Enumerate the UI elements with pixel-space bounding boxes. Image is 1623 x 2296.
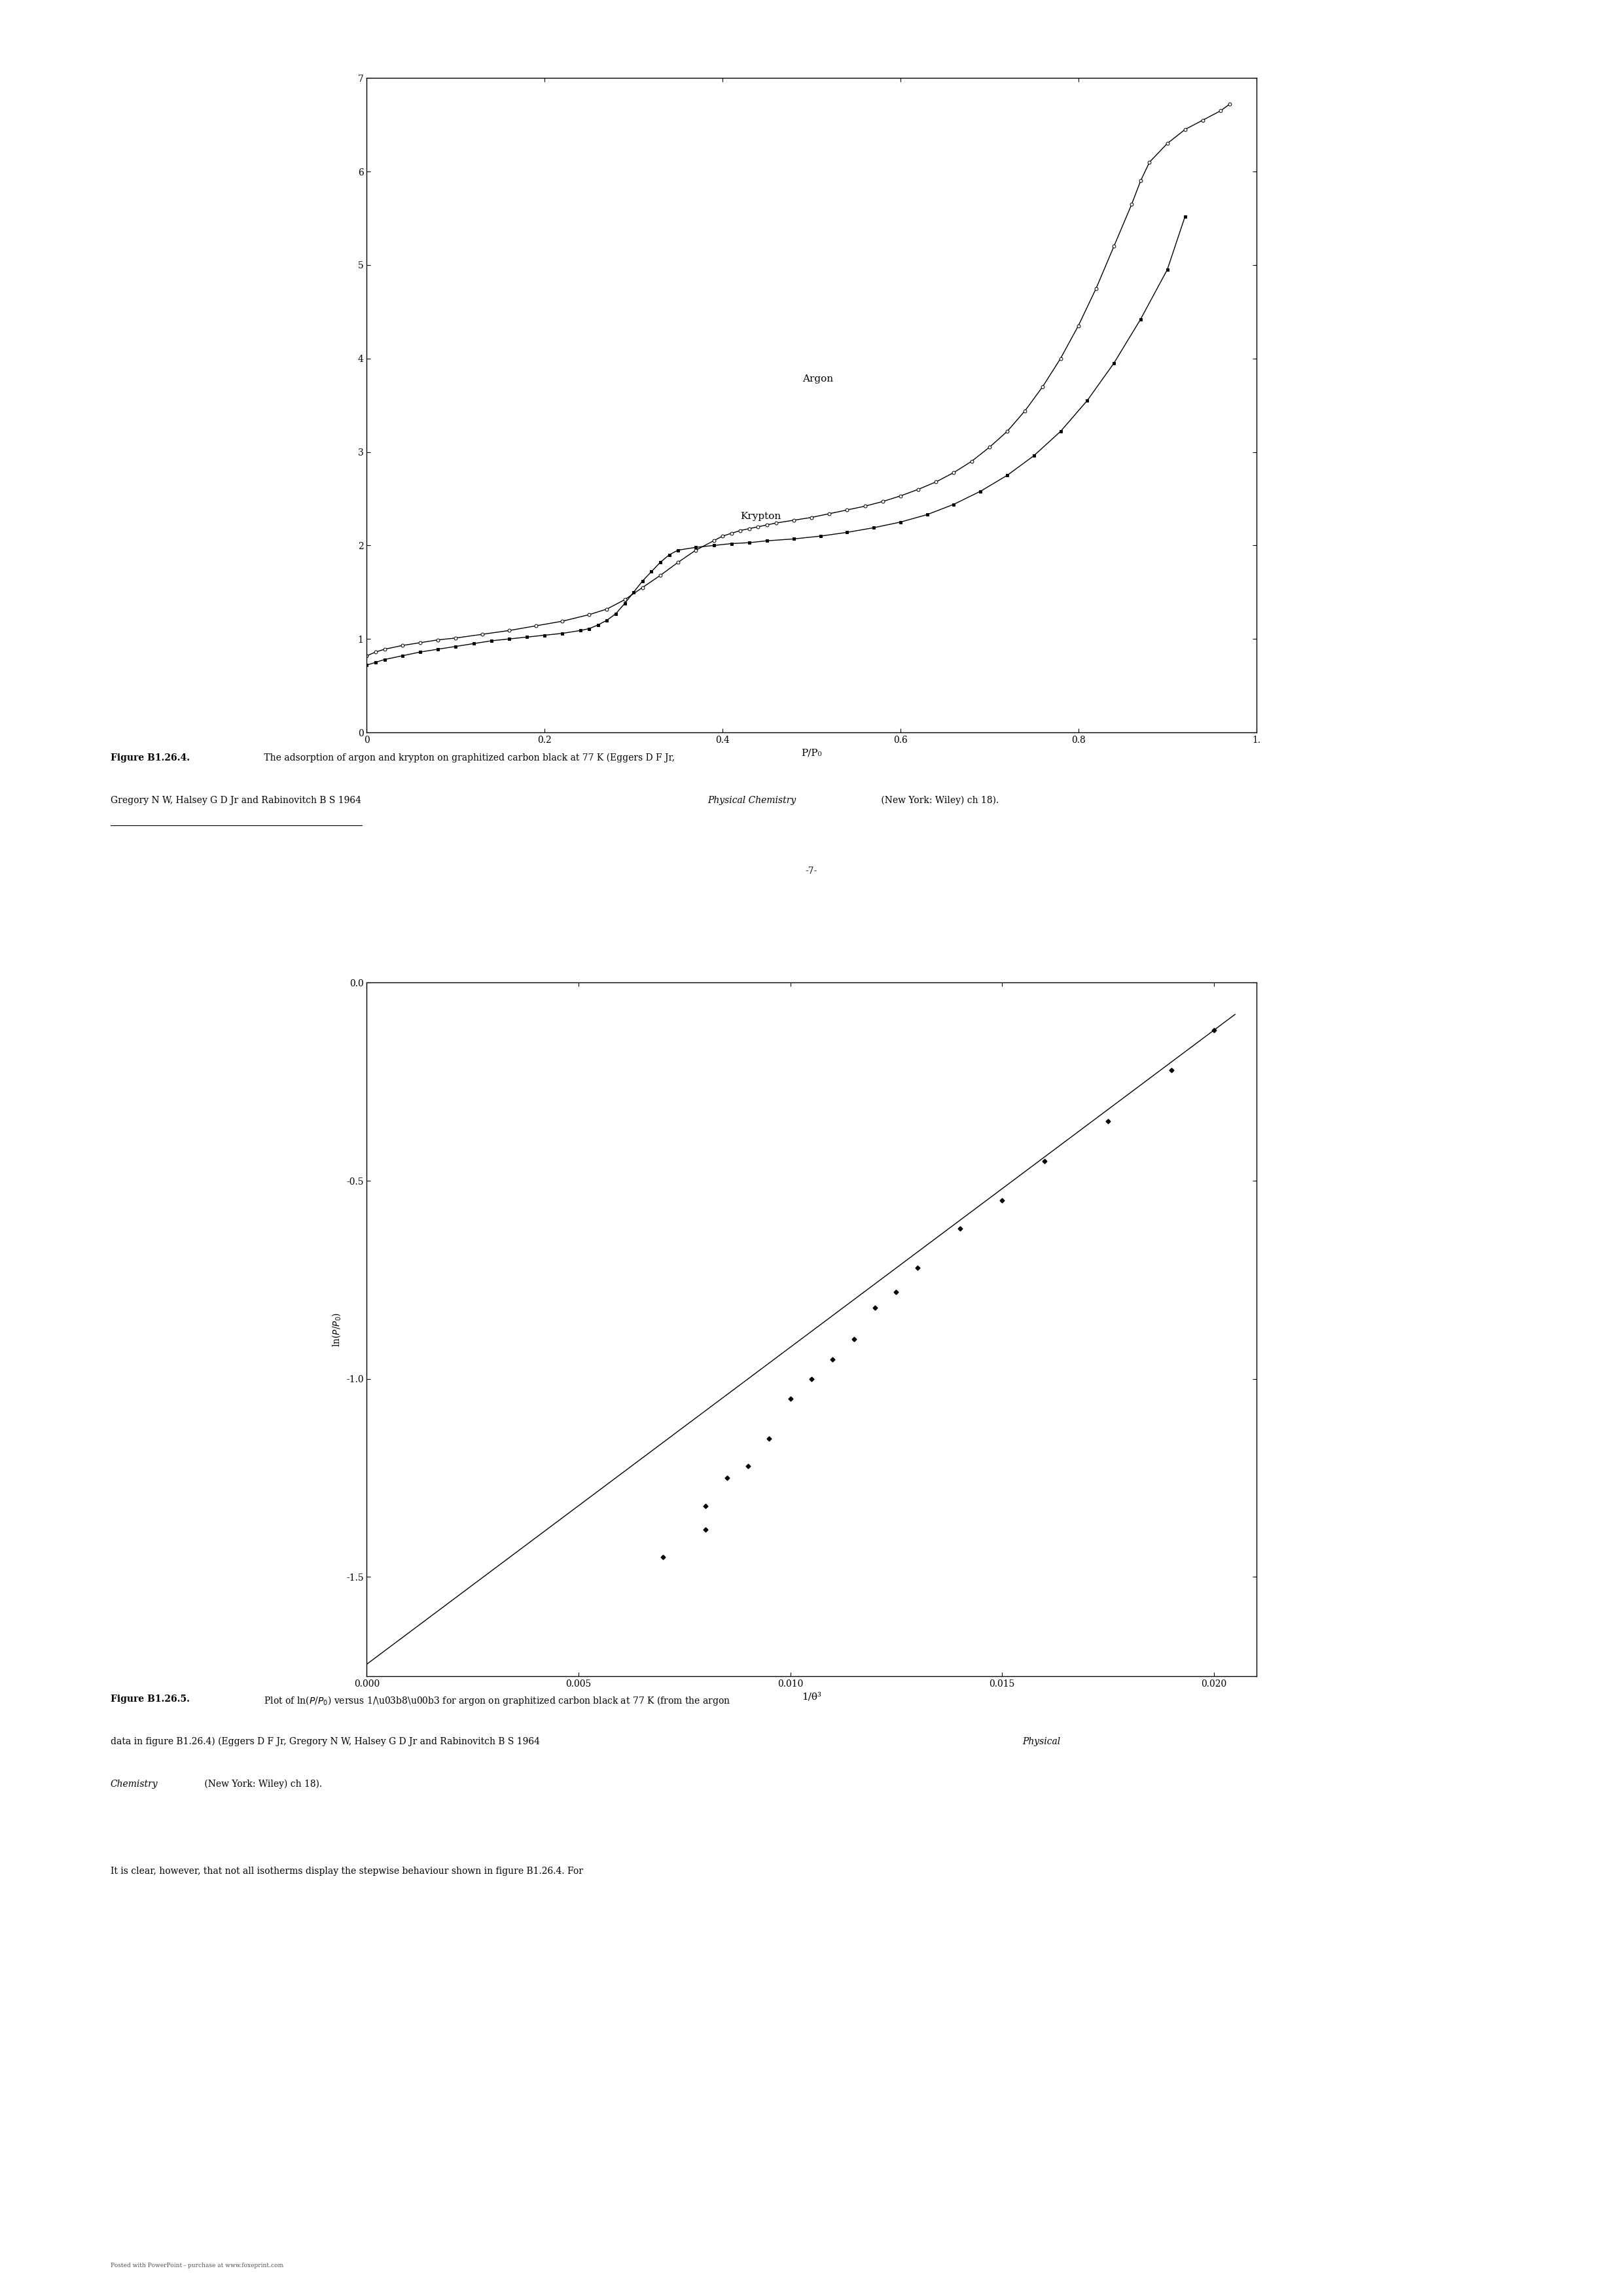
Text: Posted with PowerPoint - purchase at www.foxeprint.com: Posted with PowerPoint - purchase at www… bbox=[110, 2262, 284, 2268]
Text: data in figure B1.26.4) (Eggers D F Jr, Gregory N W, Halsey G D Jr and Rabinovit: data in figure B1.26.4) (Eggers D F Jr, … bbox=[110, 1736, 542, 1747]
Text: The adsorption of argon and krypton on graphitized carbon black at 77 K (Eggers : The adsorption of argon and krypton on g… bbox=[261, 753, 675, 762]
X-axis label: P/P₀: P/P₀ bbox=[802, 748, 821, 758]
Y-axis label: ln($P$/$P_0$): ln($P$/$P_0$) bbox=[331, 1311, 342, 1348]
Text: Physical: Physical bbox=[1022, 1736, 1060, 1745]
Text: It is clear, however, that not all isotherms display the stepwise behaviour show: It is clear, however, that not all isoth… bbox=[110, 1867, 583, 1876]
Text: Figure B1.26.5.: Figure B1.26.5. bbox=[110, 1694, 190, 1704]
X-axis label: 1/θ³: 1/θ³ bbox=[802, 1692, 821, 1701]
Text: Plot of ln($P$/$P_0$) versus 1/\u03b8\u00b3 for argon on graphitized carbon blac: Plot of ln($P$/$P_0$) versus 1/\u03b8\u0… bbox=[261, 1694, 730, 1706]
Text: -7-: -7- bbox=[805, 866, 818, 875]
Text: Chemistry: Chemistry bbox=[110, 1779, 157, 1789]
Text: (New York: Wiley) ch 18).: (New York: Wiley) ch 18). bbox=[878, 794, 998, 806]
Text: Figure B1.26.4.: Figure B1.26.4. bbox=[110, 753, 190, 762]
Text: (New York: Wiley) ch 18).: (New York: Wiley) ch 18). bbox=[201, 1779, 321, 1789]
Text: Physical Chemistry: Physical Chemistry bbox=[708, 794, 797, 804]
Text: Krypton: Krypton bbox=[740, 512, 781, 521]
Text: Gregory N W, Halsey G D Jr and Rabinovitch B S 1964: Gregory N W, Halsey G D Jr and Rabinovit… bbox=[110, 794, 364, 804]
Text: Argon: Argon bbox=[803, 374, 834, 383]
